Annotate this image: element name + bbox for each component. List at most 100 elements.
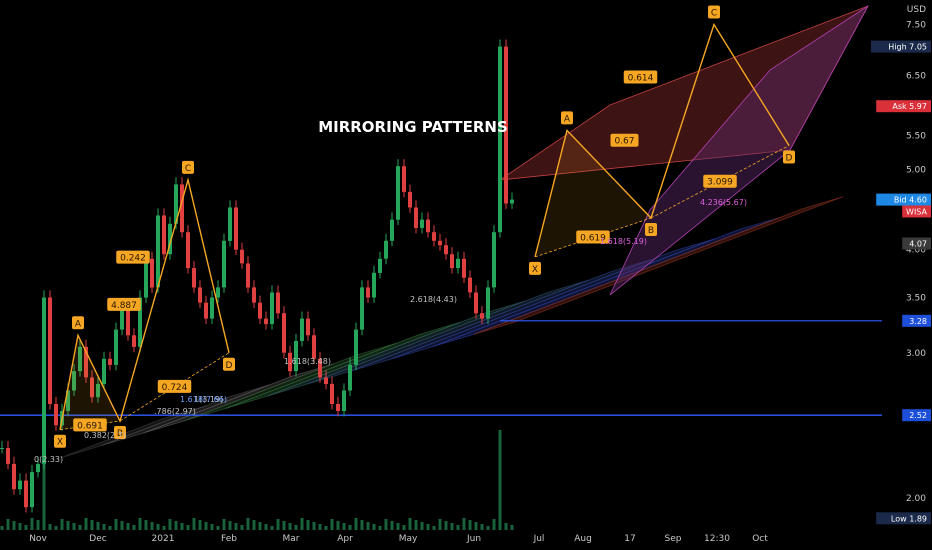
time-tick-3: Feb [221, 534, 237, 544]
volume-bar-61 [366, 522, 370, 530]
candle-body-27 [162, 215, 166, 255]
mirror-point-d: D [786, 153, 793, 163]
candle-body-2 [12, 463, 16, 490]
candle-body-3 [18, 480, 22, 490]
volume-bar-12 [72, 523, 76, 530]
volume-bar-35 [210, 524, 214, 530]
candle-body-28 [168, 223, 172, 255]
past-ratio-3: 4.887 [111, 301, 137, 311]
candle-body-34 [204, 302, 208, 319]
volume-bar-81 [486, 526, 490, 530]
candle-body-52 [312, 335, 316, 359]
candle-body-19 [114, 329, 118, 365]
forward-channel-purple [609, 5, 869, 296]
candle-body-51 [306, 318, 310, 336]
volume-bar-65 [390, 521, 394, 530]
candle-body-7 [42, 297, 46, 464]
price-tag-box-5 [902, 314, 931, 327]
volume-bar-54 [324, 526, 328, 530]
volume-bar-75 [450, 523, 454, 530]
mirror-ratio-box-2 [703, 174, 737, 188]
volume-bar-77 [462, 518, 466, 530]
volume-bar-38 [228, 521, 232, 530]
volume-bar-0 [0, 526, 4, 530]
candle-body-84 [504, 46, 508, 204]
candle-body-33 [198, 287, 202, 303]
volume-bar-15 [90, 520, 94, 530]
candle-body-64 [384, 240, 388, 259]
past-ratio-2: 0.724 [162, 383, 188, 393]
mirror-ratio-0: 0.619 [580, 233, 606, 243]
volume-bar-26 [156, 524, 160, 530]
price-tags: High 7.05 Ask 5.97 Bid 4.60 WISA 4.07 3.28 2.5… [871, 40, 931, 525]
harmonic-patterns: X A B C D 0.691 0.242 0.724 4.887 X A B C D 0.619 0.614… [34, 5, 795, 464]
volume-bar-84 [504, 523, 508, 530]
volume-bar-1 [6, 519, 10, 530]
volume-bar-73 [438, 519, 442, 530]
past-point-box-4 [223, 357, 235, 371]
candle-body-42 [252, 287, 256, 303]
past-fib-label-1: 0.382(2.7) [84, 431, 126, 440]
channel-band-10 [473, 196, 844, 335]
past-bd-line [119, 352, 230, 422]
candle-body-73 [438, 240, 442, 246]
candle-body-79 [474, 292, 478, 314]
candle-body-36 [216, 287, 220, 298]
past-fib-label-0: 0(2.33) [34, 455, 63, 464]
volume-bar-24 [144, 520, 148, 530]
volume-bar-72 [432, 526, 436, 530]
past-fib-label-6: 2.618(4.43) [410, 295, 457, 304]
mirror-ratio-1: 0.614 [628, 73, 654, 83]
candle-body-35 [210, 297, 214, 319]
time-tick-9: Aug [574, 534, 592, 544]
past-point-d: D [226, 361, 233, 371]
price-tag-4: 4.07 [909, 240, 927, 249]
candle-body-45 [270, 292, 274, 325]
volume-bar-53 [318, 524, 322, 530]
candle-body-77 [462, 258, 466, 278]
price-tag-7: Low 1.89 [891, 514, 927, 523]
past-ratio-0: 0.691 [77, 421, 103, 431]
volume-bar-11 [66, 521, 70, 530]
volume-bar-36 [216, 526, 220, 530]
candle-body-0 [0, 448, 4, 449]
volume-bar-18 [108, 526, 112, 530]
volume-bar-7 [42, 460, 46, 530]
volume-bar-52 [312, 522, 316, 530]
volume-bar-64 [384, 519, 388, 530]
volume-bar-5 [30, 518, 34, 530]
volume-bar-23 [138, 518, 142, 530]
candle-body-55 [330, 383, 334, 404]
volume-bar-29 [174, 521, 178, 530]
chart-title: MIRRORING PATTERNS [318, 118, 508, 136]
candle-body-66 [396, 166, 400, 220]
candle-body-16 [96, 383, 100, 398]
candle-body-61 [366, 287, 370, 298]
candle-body-57 [342, 390, 346, 411]
candle-body-65 [390, 219, 394, 241]
volume-bar-76 [456, 525, 460, 530]
price-tag-box-7 [876, 512, 931, 525]
volume-bar-69 [414, 520, 418, 530]
candle-body-71 [426, 219, 430, 233]
candle-body-85 [510, 199, 514, 204]
price-axis[interactable] [882, 0, 932, 550]
volume-bar-13 [78, 525, 82, 530]
candle-body-5 [30, 472, 34, 508]
volume-bar-74 [444, 521, 448, 530]
volume-bar-33 [198, 520, 202, 530]
volume-bar-44 [264, 524, 268, 530]
price-tag-box-1 [876, 100, 931, 113]
candle-body-20 [120, 307, 124, 330]
past-fib-label-3: 1(3.19) [194, 395, 223, 404]
candle-body-1 [6, 448, 10, 464]
candle-body-46 [276, 292, 280, 314]
candle-body-47 [282, 313, 286, 353]
past-point-a: A [75, 319, 82, 329]
mirror-ratio-2: 3.099 [707, 178, 733, 188]
candle-body-25 [150, 258, 154, 288]
time-tick-1: Dec [89, 534, 106, 544]
mirror-ratio-3: 0.67 [614, 137, 634, 147]
mirror-xab-fill [535, 130, 651, 257]
